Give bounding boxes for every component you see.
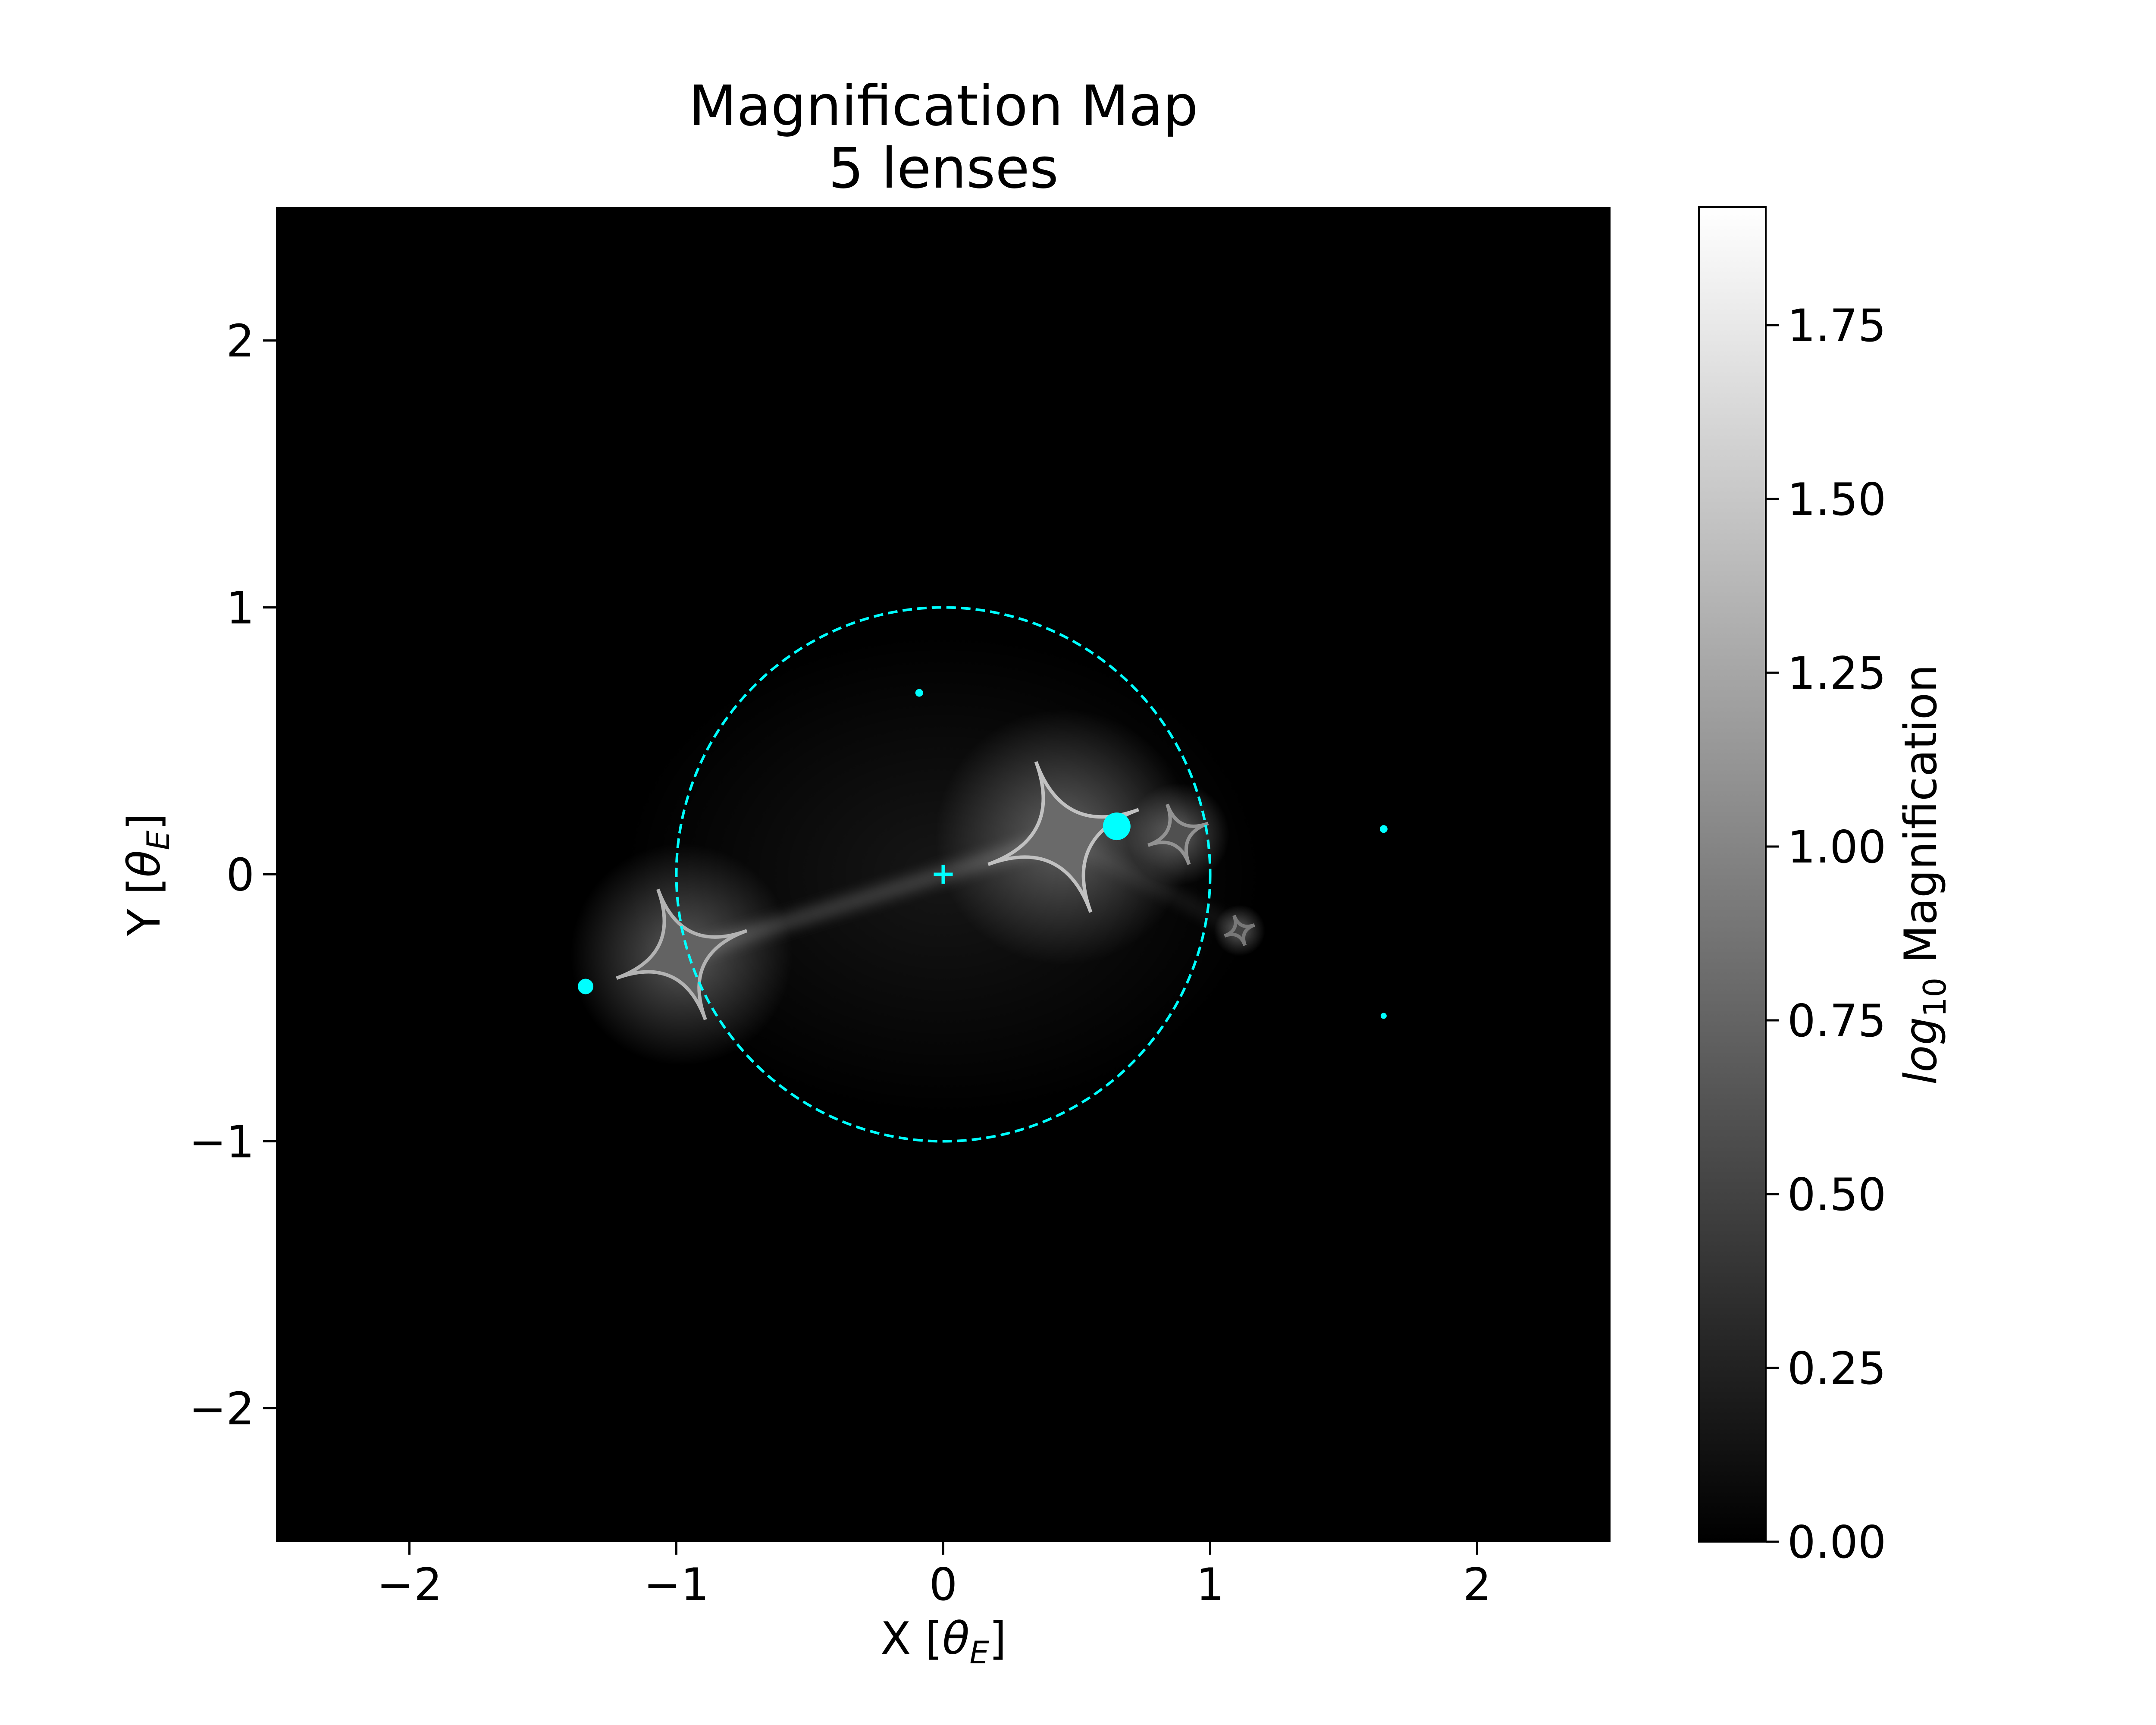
- lens-point: [1380, 1013, 1387, 1019]
- lens-overlays: [578, 606, 1388, 1143]
- colorbar-tick-label: 1.75: [1787, 300, 1886, 352]
- lens-point: [1103, 812, 1131, 841]
- y-tick-label: 1: [226, 583, 254, 634]
- x-tick-label: 0: [929, 1559, 958, 1611]
- colorbar-label: log10 Magnification: [1895, 665, 1953, 1085]
- chart-title: Magnification Map: [689, 74, 1198, 138]
- einstein-ring: [675, 606, 1212, 1143]
- x-tick-label: −2: [377, 1559, 442, 1611]
- y-tick-label: −1: [189, 1117, 254, 1168]
- caustic: [616, 888, 748, 1020]
- y-tick-label: −2: [189, 1383, 254, 1435]
- colorbar-ticks: 0.00 0.25 0.50 0.75 1.00 1.25 1.50 1.75: [1766, 300, 1886, 1568]
- lens-point: [915, 689, 923, 697]
- plot-area: [276, 207, 1611, 1542]
- chart-subtitle: 5 lenses: [828, 136, 1059, 201]
- x-axis-label: X [θE]: [881, 1613, 1006, 1671]
- x-tick-label: 2: [1463, 1559, 1492, 1611]
- colorbar-tick-label: 1.25: [1787, 648, 1886, 699]
- colorbar-tick-label: 0.00: [1787, 1517, 1886, 1568]
- colorbar-tick-label: 0.75: [1787, 995, 1886, 1047]
- colorbar-tick-label: 0.50: [1787, 1169, 1886, 1221]
- lens-point: [578, 979, 594, 994]
- colorbar-gradient: [1698, 206, 1767, 1543]
- colorbar-tick-label: 1.50: [1787, 474, 1886, 526]
- y-axis: −2 −1 0 1 2: [189, 316, 276, 1435]
- y-tick-label: 2: [226, 316, 254, 367]
- y-tick-label: 0: [226, 850, 254, 901]
- colorbar-tick-label: 1.00: [1787, 822, 1886, 873]
- x-tick-label: 1: [1196, 1559, 1225, 1611]
- caustic: [1147, 803, 1209, 865]
- colorbar: 0.00 0.25 0.50 0.75 1.00 1.25 1.50 1.75 log10 M…: [1698, 206, 1953, 1568]
- lens-point: [1379, 825, 1388, 833]
- caustic: [987, 761, 1139, 913]
- colorbar-tick-label: 0.25: [1787, 1343, 1886, 1395]
- y-axis-label: Y [θE]: [119, 813, 176, 937]
- x-tick-label: −1: [644, 1559, 709, 1611]
- x-axis: −2 −1 0 1 2: [377, 1542, 1492, 1611]
- caustic: [1224, 915, 1256, 946]
